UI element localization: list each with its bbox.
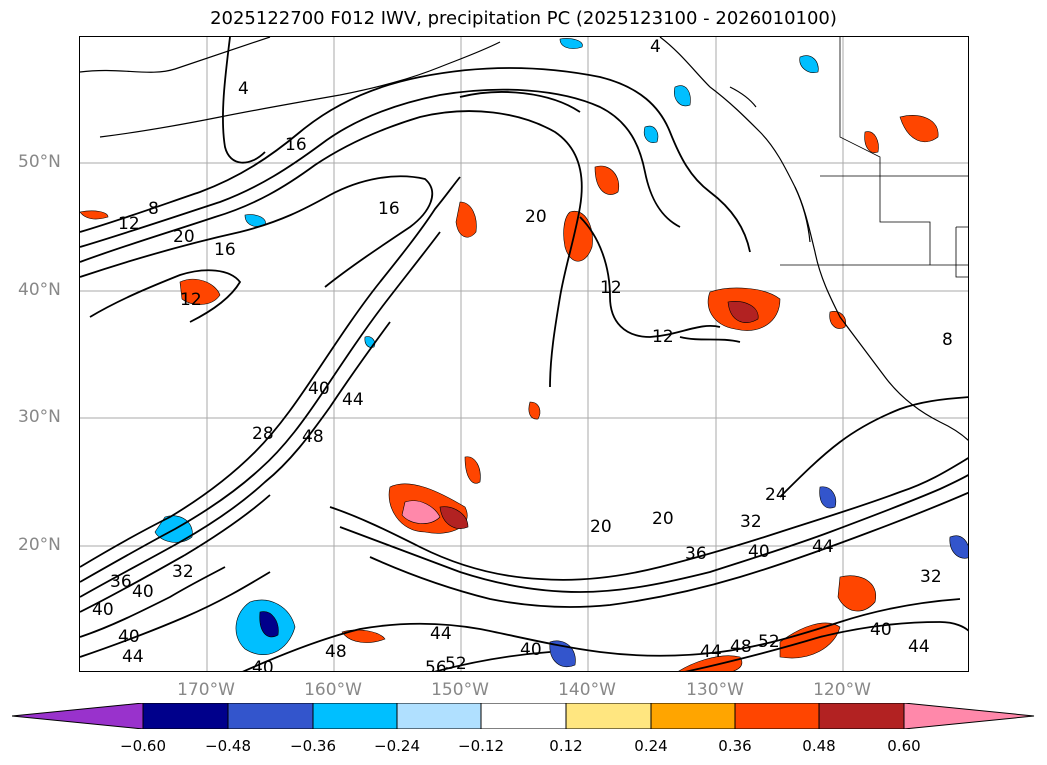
- colorbar-tick-label: −0.36: [290, 737, 336, 755]
- lon-label-120w: 120°W: [813, 680, 871, 700]
- lat-label-50n: 50°N: [18, 152, 61, 172]
- contour-label: 52: [758, 632, 780, 652]
- lon-label-160w: 160°W: [304, 680, 362, 700]
- contour-label: 48: [325, 642, 347, 662]
- contour-label: 40: [520, 640, 542, 660]
- contour-label: 40: [132, 582, 154, 602]
- lon-label-170w: 170°W: [177, 680, 235, 700]
- contour-label: 24: [765, 485, 787, 505]
- contour-label: 4: [238, 79, 249, 99]
- contour-label: 16: [378, 199, 400, 219]
- contour-label: 12: [180, 290, 202, 310]
- colorbar-tick-label: −0.48: [205, 737, 251, 755]
- contour-label: 28: [252, 424, 274, 444]
- colorbar-tick-label: 0.24: [634, 737, 668, 755]
- colorbar-tick-label: 0.60: [887, 737, 921, 755]
- contour-label: 40: [870, 620, 892, 640]
- contour-label: 20: [590, 517, 612, 537]
- lon-label-140w: 140°W: [558, 680, 616, 700]
- contour-label: 12: [652, 327, 674, 347]
- contour-label: 40: [118, 627, 140, 647]
- colorbar: [12, 703, 1035, 729]
- contour-label: 40: [308, 379, 330, 399]
- colorbar-segment: [565, 703, 652, 729]
- precip-anomalies: [80, 38, 968, 671]
- colorbar-tick-label: −0.60: [120, 737, 166, 755]
- colorbar-tick-label: 0.48: [802, 737, 836, 755]
- contour-label: 44: [908, 637, 930, 657]
- contour-label: 44: [812, 537, 834, 557]
- contour-label: 40: [252, 658, 274, 672]
- coastlines: [80, 37, 968, 441]
- contour-label: 20: [652, 509, 674, 529]
- contour-label: 48: [730, 637, 752, 657]
- contour-label: 16: [214, 240, 236, 260]
- colorbar-segment: [818, 703, 905, 729]
- lat-label-20n: 20°N: [18, 535, 61, 555]
- colorbar-segment: [480, 703, 567, 729]
- contour-label: 56: [425, 658, 447, 672]
- contour-label: 32: [172, 562, 194, 582]
- contour-label: 44: [700, 642, 722, 662]
- colorbar-segment: [12, 703, 144, 729]
- map-title: 2025122700 F012 IWV, precipitation PC (2…: [210, 8, 837, 29]
- borders: [780, 37, 968, 278]
- colorbar-segment: [734, 703, 820, 729]
- contour-label: 12: [600, 278, 622, 298]
- map-svg: 4 8 12 16 16 20 16 12 20 12 12 40 44 48 …: [80, 37, 968, 672]
- lat-label-40n: 40°N: [18, 280, 61, 300]
- contour-labels: 4 8 12 16 16 20 16 12 20 12 12 40 44 48 …: [92, 37, 953, 672]
- colorbar-segment: [312, 703, 398, 729]
- contour-label: 44: [122, 647, 144, 667]
- contour-label: 40: [92, 600, 114, 620]
- contour-label: 44: [430, 624, 452, 644]
- colorbar-segment: [903, 703, 1035, 729]
- colorbar-segment: [650, 703, 736, 729]
- iwv-contours: [80, 37, 968, 671]
- contour-label: 40: [748, 542, 770, 562]
- contour-label: 32: [740, 512, 762, 532]
- colorbar-segment: [142, 703, 229, 729]
- contour-label: 4: [650, 37, 661, 57]
- contour-label: 20: [173, 227, 195, 247]
- lat-label-30n: 30°N: [18, 407, 61, 427]
- contour-label: 36: [110, 572, 132, 592]
- colorbar-tick-label: −0.24: [374, 737, 420, 755]
- map-panel: 4 8 12 16 16 20 16 12 20 12 12 40 44 48 …: [79, 36, 969, 672]
- contour-label: 52: [445, 654, 467, 672]
- colorbar-tick-label: 0.12: [549, 737, 583, 755]
- colorbar-segment: [396, 703, 482, 729]
- colorbar-segment: [227, 703, 314, 729]
- contour-label: 8: [148, 199, 159, 219]
- contour-label: 20: [525, 207, 547, 227]
- lon-label-130w: 130°W: [686, 680, 744, 700]
- contour-label: 16: [285, 135, 307, 155]
- contour-label: 8: [942, 330, 953, 350]
- lon-label-150w: 150°W: [431, 680, 489, 700]
- colorbar-tick-label: 0.36: [718, 737, 752, 755]
- colorbar-tick-label: −0.12: [458, 737, 504, 755]
- contour-label: 12: [118, 214, 140, 234]
- contour-label: 44: [342, 390, 364, 410]
- contour-label: 36: [685, 544, 707, 564]
- contour-label: 48: [302, 427, 324, 447]
- contour-label: 32: [920, 567, 942, 587]
- graticule: [80, 37, 968, 671]
